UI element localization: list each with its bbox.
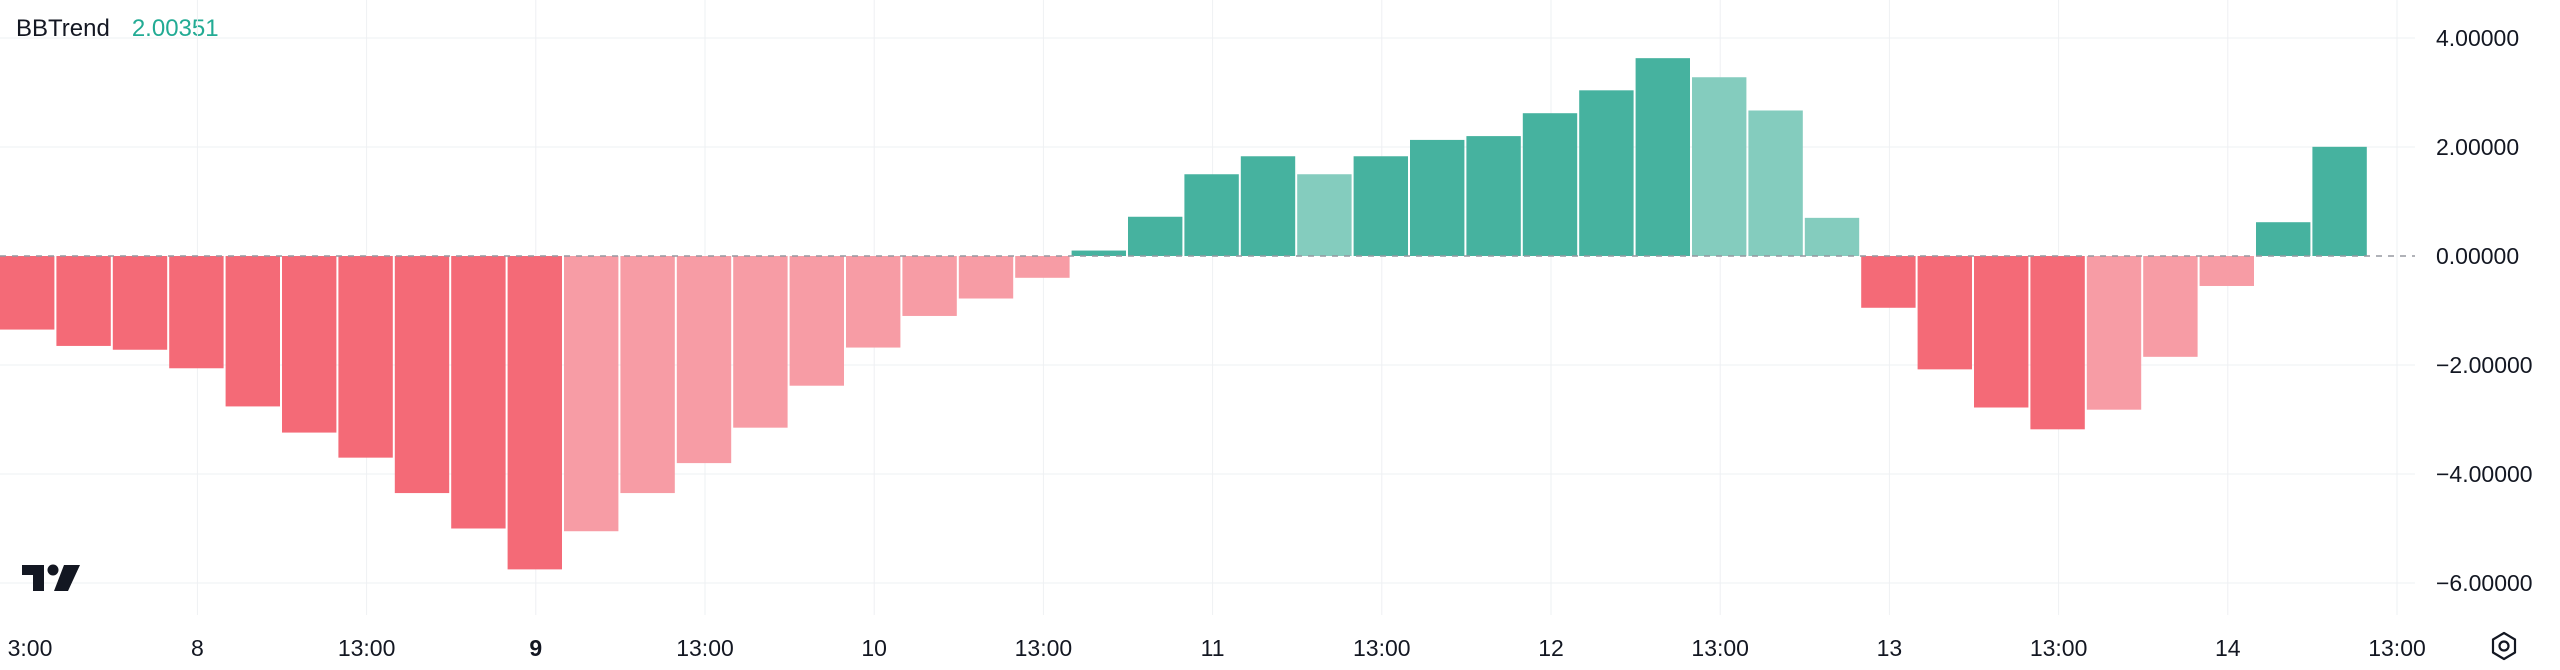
histogram-bar [1692,77,1747,257]
histogram-bar [1748,110,1803,256]
histogram-bar [112,256,168,350]
x-tick-label: 10 [861,635,887,661]
histogram-bar [1579,90,1634,256]
histogram-bar [394,256,450,494]
histogram-bar [1466,136,1521,256]
histogram-bar [2030,256,2085,430]
histogram-bar [338,256,393,458]
histogram-bar [451,256,506,529]
x-tick-label: 3:00 [8,635,53,661]
histogram-bar [958,256,1014,299]
tradingview-logo-icon [22,564,80,591]
histogram-bar [1410,139,1465,256]
histogram-bar [1240,156,1296,256]
histogram-bar [1804,217,1860,256]
histogram-bar [1184,174,1239,256]
settings-gear-icon[interactable] [2489,631,2519,661]
histogram-bar [2312,146,2367,256]
histogram-bar [1861,256,1916,308]
histogram-bar [1635,58,1690,256]
histogram-bar [846,256,901,348]
y-tick-label: −2.00000 [2436,352,2533,378]
x-tick-label: 13:00 [1691,635,1749,661]
x-tick-label: 14 [2215,635,2241,661]
x-tick-label: 13:00 [1015,635,1073,661]
histogram-bar [2199,256,2254,286]
histogram-bar [902,256,957,316]
histogram-bar [1015,256,1070,278]
x-tick-label: 13:00 [676,635,734,661]
histogram-bar [1974,256,2029,408]
histogram-bar [56,256,111,346]
time-axis[interactable]: 3:00 8 13:00 9 13:00 10 13:00 11 13:00 12 13:00 13 1… [8,635,2426,661]
x-tick-label: 13 [1877,635,1903,661]
x-tick-label: 12 [1538,635,1564,661]
histogram-bars [0,58,2367,570]
x-tick-label: 13:00 [338,635,396,661]
x-tick-label: 13:00 [2368,635,2426,661]
histogram-bar [564,256,619,532]
histogram-bar [620,256,675,494]
y-tick-label: 2.00000 [2436,134,2519,160]
histogram-bar [0,256,55,330]
y-tick-label: 0.00000 [2436,243,2519,269]
histogram-bar [1297,174,1352,256]
histogram-bar [1353,156,1408,256]
histogram-bar [2086,256,2142,410]
price-axis[interactable]: 4.00000 2.00000 0.00000 −2.00000 −4.00000 −6.… [2436,25,2533,596]
x-tick-label: 13:00 [2030,635,2088,661]
histogram-bar [789,256,844,386]
x-tick-label: 11 [1201,635,1225,661]
histogram-bar [1522,113,1578,257]
histogram-bar [225,256,280,407]
histogram-bar [507,256,562,570]
histogram-bar [1128,216,1183,256]
y-tick-label: −4.00000 [2436,461,2533,487]
y-tick-label: −6.00000 [2436,570,2533,596]
x-tick-label: 9 [529,635,542,661]
histogram-bar [169,256,224,369]
histogram-bar [2256,222,2311,256]
histogram-bar [1917,256,1972,370]
histogram-bar [282,256,337,433]
histogram-bar [676,256,732,464]
histogram-bar [1071,250,1126,256]
histogram-bar [733,256,788,428]
histogram-bar [2143,256,2198,357]
x-tick-label: 8 [191,635,204,661]
x-tick-label: 13:00 [1353,635,1411,661]
y-tick-label: 4.00000 [2436,25,2519,51]
